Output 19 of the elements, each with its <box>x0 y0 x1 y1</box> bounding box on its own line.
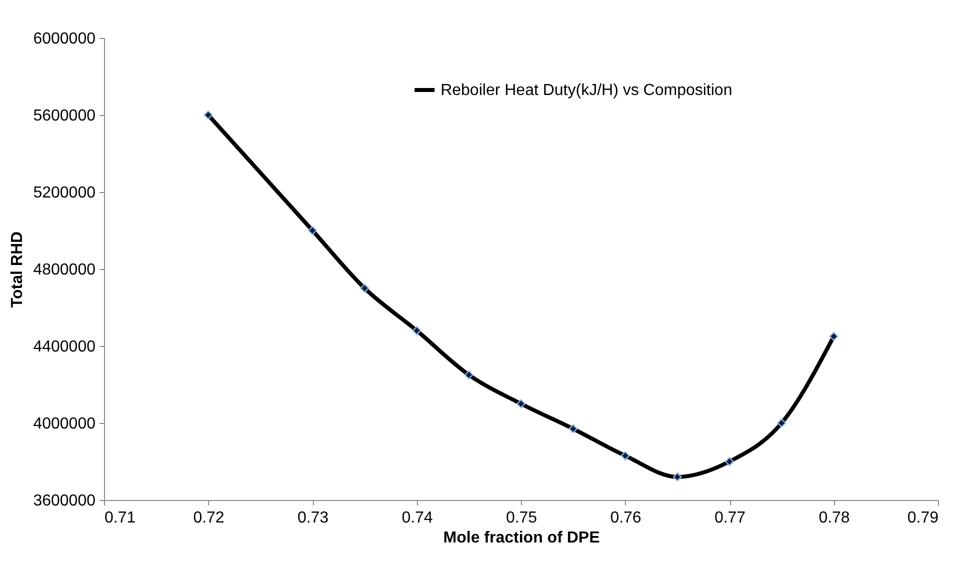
x-tick-label: 0.78 <box>818 510 850 526</box>
y-tick-label: 5200000 <box>33 184 96 202</box>
x-tick-label: 0.76 <box>610 510 642 526</box>
x-tick-label: 0.73 <box>297 510 329 526</box>
y-tick-label: 4800000 <box>33 262 96 278</box>
x-tick-label: 0.79 <box>907 510 939 526</box>
x-tick-label: 0.71 <box>104 510 136 526</box>
y-axis-title: Total RHD <box>9 231 26 308</box>
y-tick-label: 4400000 <box>33 338 96 356</box>
x-axis-title: Mole fraction of DPE <box>443 530 600 546</box>
y-tick-label: 6000000 <box>33 30 96 48</box>
x-tick-label: 0.75 <box>506 510 538 526</box>
y-tick-label: 3600000 <box>33 492 96 510</box>
x-tick-label: 0.72 <box>193 510 224 526</box>
y-tick-label: 4000000 <box>33 416 96 432</box>
y-tick-label: 5600000 <box>33 108 96 124</box>
legend-label: Reboiler Heat Duty(kJ/H) vs Composition <box>440 82 732 99</box>
x-tick-label: 0.74 <box>402 510 433 526</box>
x-tick-label: 0.77 <box>714 510 746 526</box>
